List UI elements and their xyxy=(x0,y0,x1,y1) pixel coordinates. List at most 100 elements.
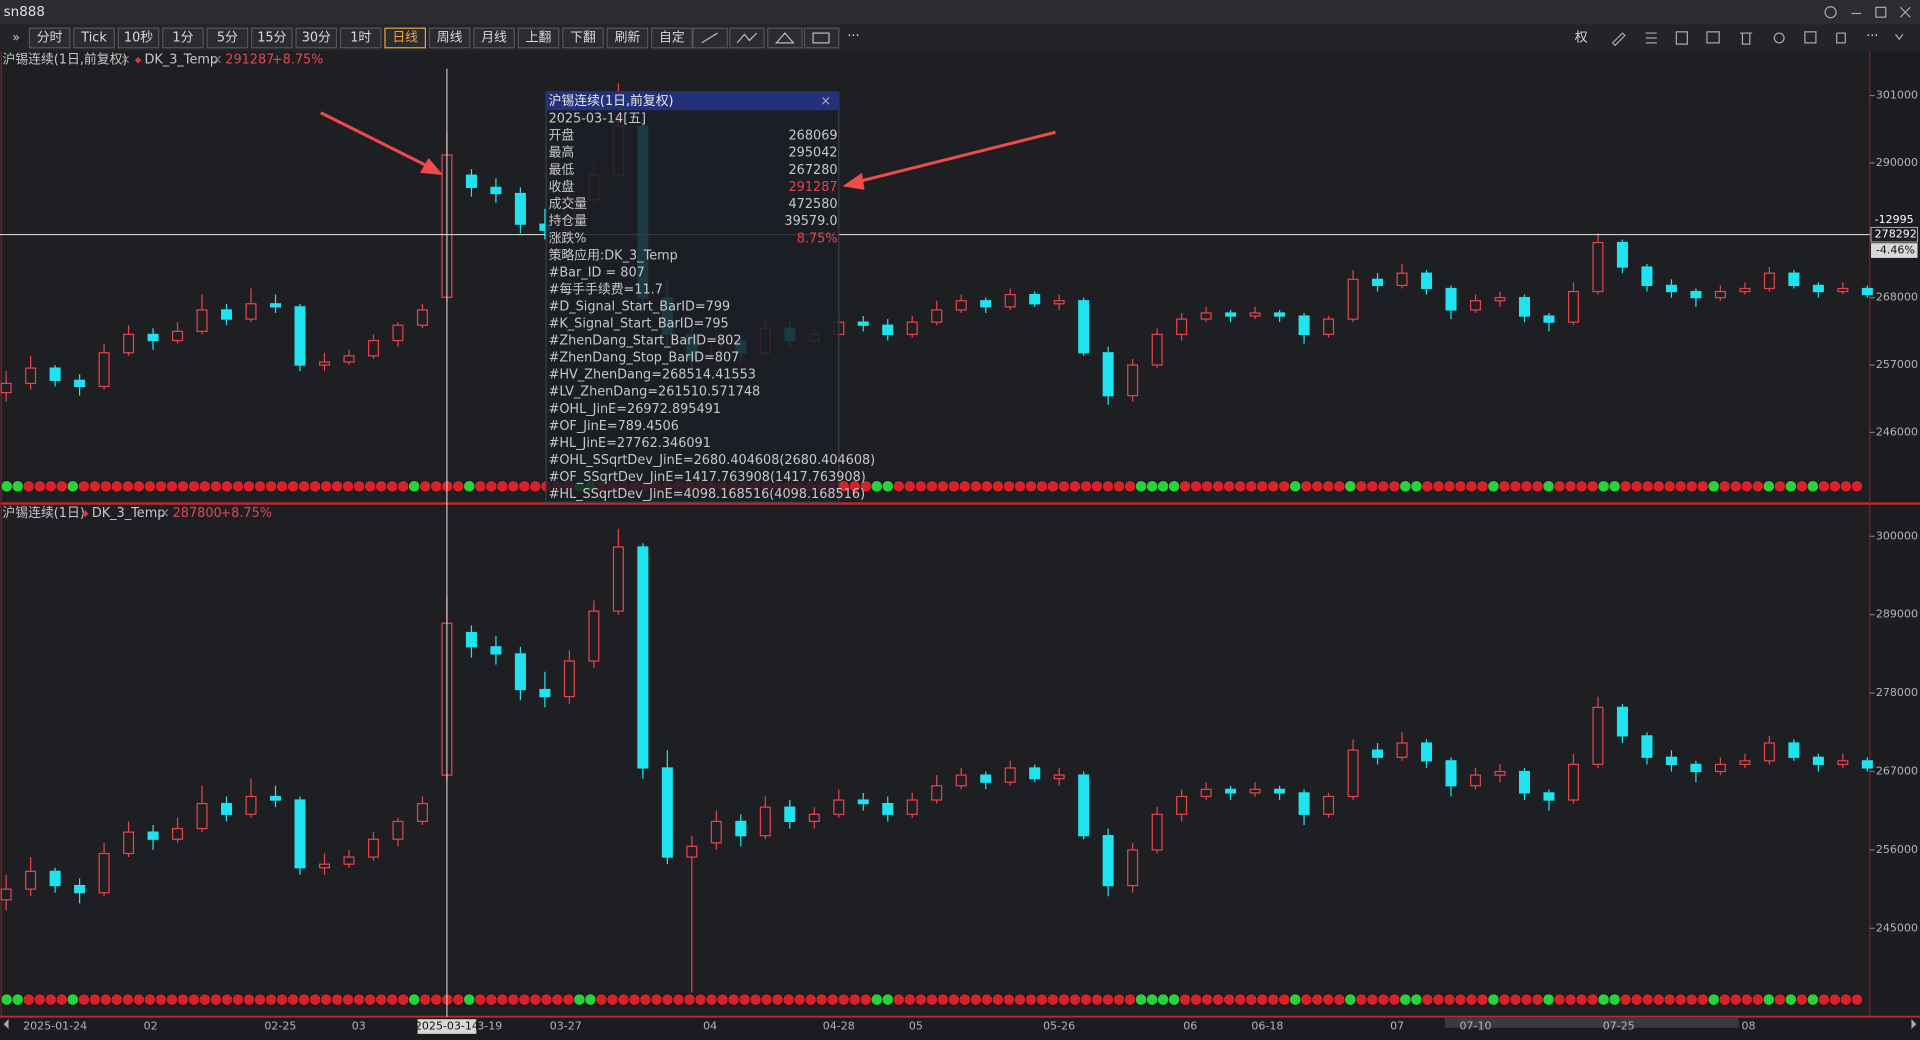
candle-body xyxy=(1053,300,1065,305)
toolbar-button[interactable] xyxy=(206,27,249,49)
signal-dot xyxy=(914,480,927,493)
draw-tools[interactable] xyxy=(692,27,840,49)
signal-dot xyxy=(1223,993,1236,1006)
toolbar-button-label[interactable]: 日线 xyxy=(392,30,418,45)
tooltip-line: #OF_JinE=789.4506 xyxy=(549,419,679,434)
signal-dot xyxy=(397,480,410,493)
signal-dot xyxy=(331,480,344,493)
signal-dot xyxy=(1476,993,1489,1006)
toolbar-button-label[interactable]: 月线 xyxy=(481,30,507,45)
close-icon[interactable]: × xyxy=(120,53,131,68)
toolbar-button-label[interactable]: Tick xyxy=(80,30,107,45)
x-tick-label: 02 xyxy=(144,1020,158,1033)
toolbar-button[interactable] xyxy=(339,27,382,49)
signal-dot xyxy=(342,993,355,1006)
signal-dot xyxy=(121,480,134,493)
candle-body xyxy=(1543,792,1555,801)
toolbar-button-label[interactable]: 分时 xyxy=(37,30,63,45)
close-icon[interactable]: × xyxy=(159,506,170,521)
signal-dot xyxy=(727,993,740,1006)
scrollbar-thumb[interactable] xyxy=(1444,1017,1739,1028)
toolbar-button[interactable] xyxy=(73,27,115,49)
signal-dot xyxy=(1256,993,1269,1006)
rights-button[interactable]: 权 xyxy=(1575,29,1588,45)
tooltip-row-value: 472580 xyxy=(789,197,838,212)
signal-dot xyxy=(1091,993,1103,1006)
expand-icon[interactable]: » xyxy=(12,30,20,45)
window-controls[interactable] xyxy=(1824,6,1911,19)
signal-dot xyxy=(1157,993,1170,1006)
toolbar-button[interactable] xyxy=(384,27,426,49)
candle-body xyxy=(906,799,918,815)
signal-dot xyxy=(837,993,850,1006)
toolbar-button-label[interactable]: 周线 xyxy=(437,30,463,45)
candle-body xyxy=(1151,333,1163,366)
toolbar-button[interactable] xyxy=(428,27,471,49)
candle-body xyxy=(318,361,330,366)
toolbar-button[interactable] xyxy=(28,27,71,49)
signal-dot xyxy=(1399,993,1412,1006)
candle-body xyxy=(245,303,257,320)
toolbar-button-label[interactable]: 上翻 xyxy=(526,30,552,45)
toolbar-button[interactable] xyxy=(162,27,204,49)
signal-dot xyxy=(782,993,795,1006)
tooltip-close[interactable]: × xyxy=(820,94,831,109)
signal-dot xyxy=(991,480,1004,493)
candle-body xyxy=(882,324,894,336)
signal-dot xyxy=(143,480,156,493)
crosshair-diff: -12995 xyxy=(1875,213,1914,226)
toolbar-button-label[interactable]: 10秒 xyxy=(124,30,153,45)
scroll-left[interactable] xyxy=(3,1019,9,1029)
candle-body xyxy=(808,813,820,823)
toolbar-button-label[interactable]: 下翻 xyxy=(570,30,596,45)
tooltip-line: #HL_JinE=27762.346091 xyxy=(549,436,711,451)
x-tick-label: 07 xyxy=(1390,1020,1404,1033)
toolbar-button-label[interactable]: 自定 xyxy=(659,30,685,45)
signal-dot xyxy=(1476,480,1489,493)
signal-dot xyxy=(760,993,773,1006)
candle-body xyxy=(1714,763,1726,773)
signal-dot xyxy=(1641,480,1654,493)
signal-dot xyxy=(1553,480,1566,493)
toolbar-button[interactable] xyxy=(606,27,649,49)
toolbar-button-label[interactable]: 刷新 xyxy=(615,29,641,45)
tooltip: 沪锡连续(1日,前复权) × 2025-03-14[五] 开盘 268069 最高 2… xyxy=(545,91,875,503)
more-button[interactable]: ··· xyxy=(847,29,859,44)
signal-dot xyxy=(287,480,300,493)
toolbar-button[interactable] xyxy=(295,27,338,49)
signal-dot xyxy=(716,993,729,1006)
toolbar-button[interactable] xyxy=(251,27,293,49)
toolbar-button-label[interactable]: 30分 xyxy=(302,30,331,45)
toolbar-button[interactable] xyxy=(651,27,693,49)
toolbar-button[interactable] xyxy=(473,27,515,49)
signal-dot xyxy=(1498,480,1511,493)
toolbar-button-label[interactable]: 1时 xyxy=(350,30,371,45)
candle-body xyxy=(1421,742,1433,762)
signal-dot xyxy=(804,993,817,1006)
signal-dot xyxy=(1619,480,1632,493)
signal-dot xyxy=(44,993,57,1006)
signal-dot xyxy=(529,480,542,493)
toolbar-button-label[interactable]: 5分 xyxy=(217,30,238,45)
signal-dot xyxy=(452,480,465,493)
signal-dot xyxy=(518,480,531,493)
toolbar-button-label[interactable]: 1分 xyxy=(172,30,193,45)
toolbar-button[interactable] xyxy=(117,27,160,49)
signal-dot xyxy=(925,480,938,493)
scroll-right[interactable] xyxy=(1911,1019,1917,1029)
signal-dot xyxy=(1575,480,1588,493)
candle-body xyxy=(1837,760,1849,766)
toolbar-icons[interactable]: ··· xyxy=(1611,29,1904,47)
signal-dot xyxy=(826,993,839,1006)
signal-dot xyxy=(1696,480,1709,493)
close-icon[interactable]: × xyxy=(212,53,223,68)
candle-body xyxy=(147,333,159,342)
toolbar-button[interactable] xyxy=(562,27,604,49)
signal-dot xyxy=(188,480,200,493)
signal-dot xyxy=(925,993,938,1006)
toolbar-button-label[interactable]: 15分 xyxy=(257,30,286,45)
toolbar-button[interactable] xyxy=(517,27,560,49)
signal-dot xyxy=(1190,480,1203,493)
signal-dot xyxy=(1553,993,1566,1006)
